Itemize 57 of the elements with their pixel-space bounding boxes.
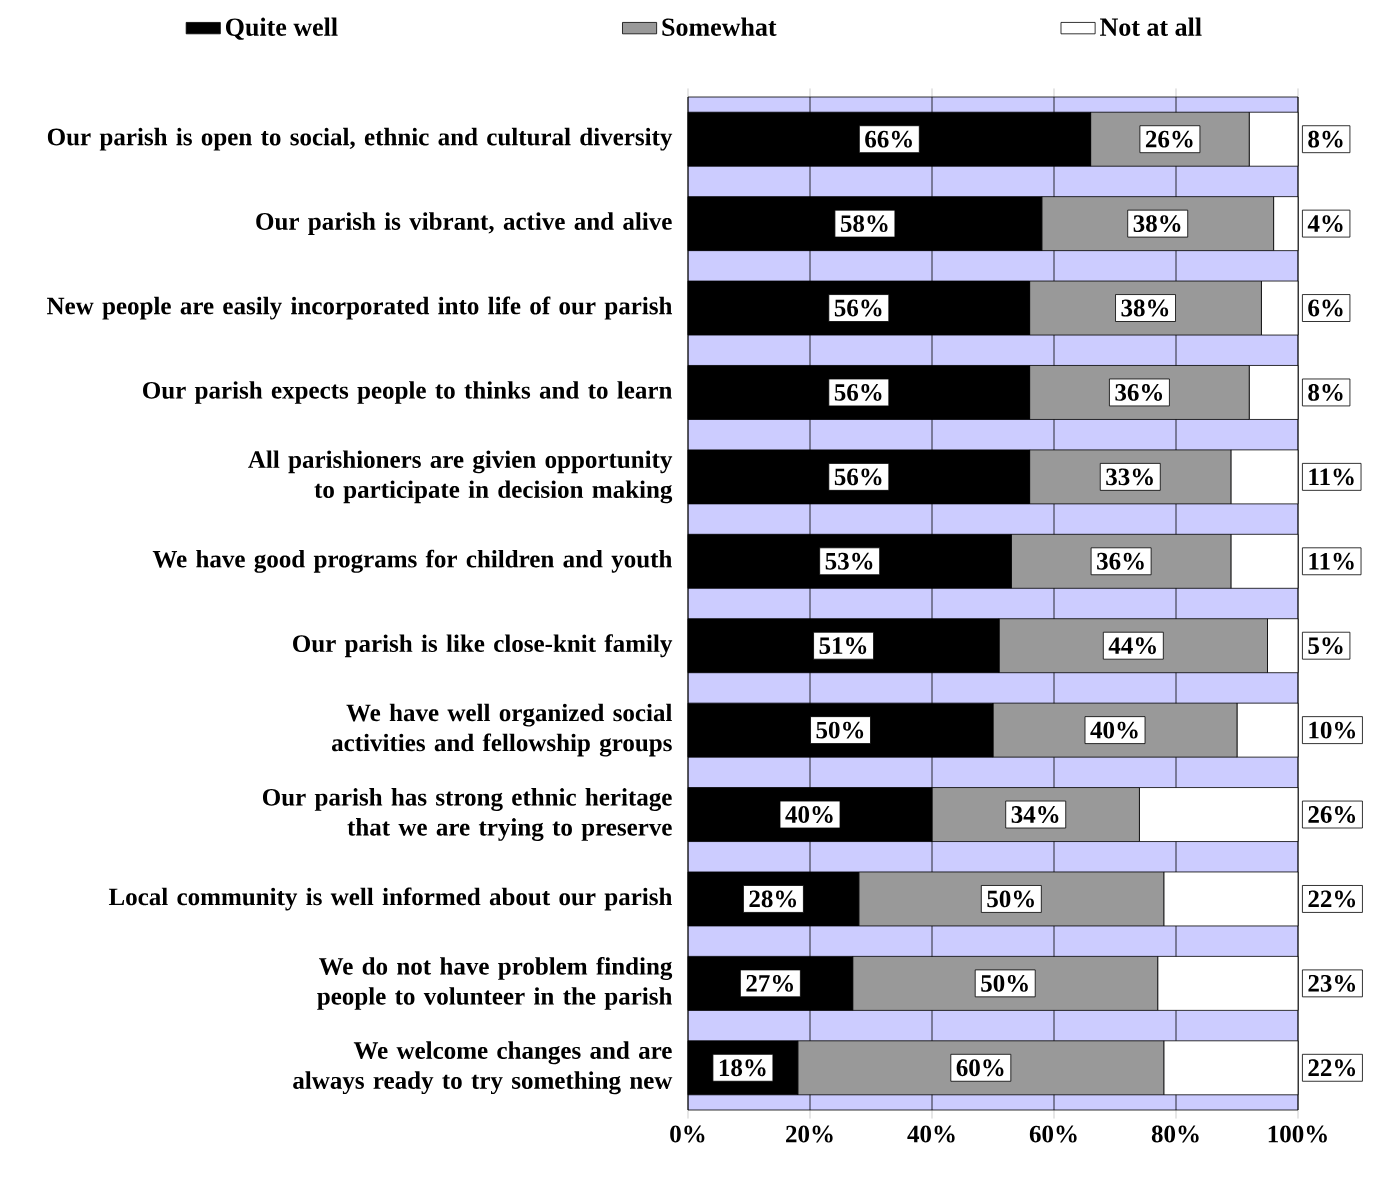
x-tick-label: 20%: [786, 1125, 833, 1143]
data-label: 56%: [834, 383, 882, 401]
data-label: 36%: [1115, 383, 1163, 401]
data-label: 33%: [1106, 468, 1153, 486]
data-label: 26%: [1145, 130, 1193, 148]
y-tick-label: Our parish is like close-knit family: [293, 634, 673, 658]
x-tick-label: 0%: [670, 1125, 705, 1143]
data-label: 56%: [834, 299, 882, 317]
y-tick-label: We welcome changes and are always ready to try something new: [293, 1041, 673, 1095]
data-label: 4%: [1307, 215, 1343, 233]
y-tick-label: Our parish is vibrant, active and alive: [256, 212, 672, 235]
x-tick-label: 100%: [1268, 1125, 1327, 1143]
data-label: 36%: [1097, 552, 1144, 570]
data-label: 8%: [1308, 130, 1343, 148]
x-tick-label: 60%: [1029, 1125, 1077, 1143]
data-label: 38%: [1121, 299, 1169, 317]
data-label: 60%: [956, 1059, 1004, 1077]
y-tick-label: Our parish is open to social, ethnic and cultural diversity: [47, 127, 673, 151]
y-tick-label: We do not have problem finding people to volunteer in the parish: [317, 956, 673, 1010]
data-label: 66%: [865, 130, 912, 148]
x-tick-label: 40%: [907, 1125, 955, 1143]
data-label: 22%: [1308, 1059, 1356, 1077]
data-label: 18%: [719, 1059, 766, 1077]
data-label: 51%: [819, 637, 867, 655]
data-label: 23%: [1308, 974, 1356, 992]
data-label: 53%: [825, 552, 873, 570]
data-label: 5%: [1308, 637, 1343, 655]
legend-label: Somewhat: [662, 17, 777, 36]
y-tick-label: All parishioners are givien opportunity to participate in decision making: [248, 450, 673, 504]
data-label: 56%: [834, 468, 882, 486]
y-tick-label: We have well organized social activities and fellowship groups: [331, 703, 672, 757]
data-label: 40%: [785, 806, 833, 824]
data-label: 50%: [981, 974, 1028, 992]
data-label: 22%: [1308, 890, 1356, 908]
data-label: 8%: [1308, 383, 1343, 401]
y-tick-label: Our parish has strong ethnic heritage that we are trying to preserve: [262, 788, 672, 841]
data-label: 50%: [816, 721, 864, 739]
data-label: 26%: [1308, 806, 1356, 824]
y-tick-label: We have good programs for children and youth: [152, 549, 672, 573]
data-label: 11%: [1309, 552, 1354, 570]
data-label: 27%: [746, 974, 794, 992]
data-label: 44%: [1108, 637, 1156, 655]
data-label: 11%: [1309, 468, 1354, 486]
data-label: 40%: [1090, 721, 1138, 739]
data-label: 6%: [1308, 299, 1343, 317]
data-label: 28%: [749, 890, 797, 908]
y-tick-label: New people are easily incorporated into life of our parish: [47, 296, 673, 320]
legend-label: Quite well: [225, 17, 338, 40]
data-label: 38%: [1133, 215, 1181, 233]
data-label: 58%: [840, 215, 888, 233]
y-tick-label: Our parish expects people to thinks and to learn: [143, 381, 672, 404]
legend-label: Not at all: [1100, 17, 1202, 36]
data-label: 10%: [1309, 721, 1356, 739]
data-label: 50%: [987, 890, 1034, 908]
data-label: 34%: [1011, 806, 1059, 824]
y-tick-label: Local community is well informed about our parish: [108, 887, 673, 911]
x-tick-label: 80%: [1151, 1125, 1199, 1143]
